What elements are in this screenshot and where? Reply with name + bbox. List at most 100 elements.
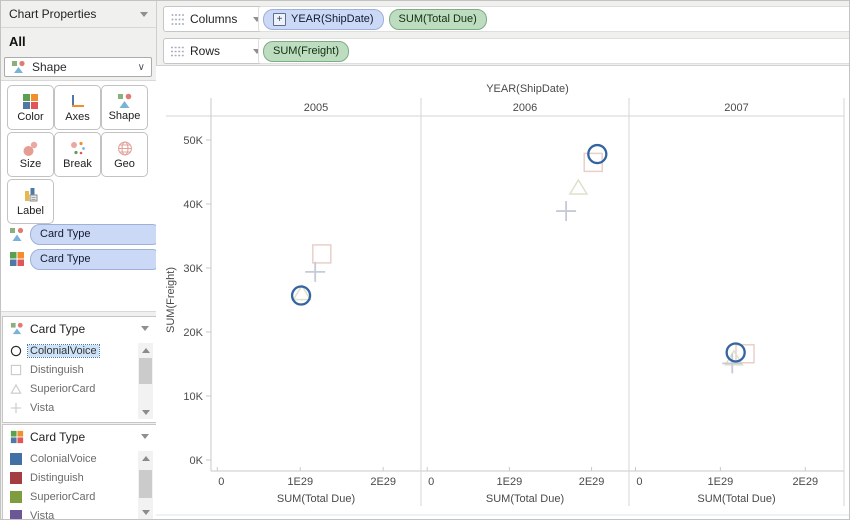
- label-button[interactable]: Label: [7, 179, 54, 224]
- legend-item-distinguish[interactable]: Distinguish: [3, 468, 136, 487]
- scatter-chart[interactable]: YEAR(ShipDate) 2005 2006 2007 0K 10K 20K 30K 40K…: [156, 66, 850, 520]
- vista-mark[interactable]: [556, 201, 577, 222]
- year-shipdate-pill[interactable]: + YEAR(ShipDate): [263, 8, 384, 30]
- chart-text: 2E29: [792, 476, 818, 488]
- scrollbar-thumb[interactable]: [139, 358, 152, 384]
- geo-button[interactable]: Geo: [101, 132, 148, 177]
- columns-icon: [171, 13, 184, 25]
- triangle-shape-icon: [10, 383, 22, 394]
- legend-item-distinguish[interactable]: Distinguish: [3, 360, 136, 379]
- color-swatch: [10, 509, 22, 519]
- triangle-down-icon: [141, 409, 150, 415]
- scroll-down-button[interactable]: [138, 405, 153, 419]
- chart-canvas[interactable]: YEAR(ShipDate) 2005 2006 2007 0K 10K 20K 30K 40K…: [156, 66, 850, 520]
- sum-total-due-pill[interactable]: SUM(Total Due): [388, 8, 487, 30]
- geo-icon: [117, 141, 132, 155]
- color-icon: [10, 430, 24, 443]
- scrollbar-thumb[interactable]: [139, 470, 152, 498]
- color-field-pill[interactable]: Card Type: [30, 248, 162, 270]
- rows-shelf-tray[interactable]: SUM(Freight): [258, 38, 849, 64]
- colonialvoice-mark[interactable]: [725, 342, 746, 363]
- shape-legend-title: Card Type: [30, 321, 86, 336]
- color-encoding-row: Card Type: [1, 248, 164, 270]
- axes-button[interactable]: Axes: [54, 85, 101, 130]
- triangle-up-icon: [141, 455, 150, 461]
- shape-field-pill[interactable]: Card Type: [30, 223, 162, 245]
- chart-text: 0K: [190, 455, 204, 467]
- chart-text: 2007: [724, 102, 748, 114]
- break-button[interactable]: Break: [54, 132, 101, 177]
- rows-shelf-label[interactable]: Rows: [163, 38, 269, 64]
- label-icon: [25, 187, 38, 201]
- triangle-down-icon: [141, 509, 150, 515]
- tool-button-panel: Color Axes Shape: [1, 80, 162, 312]
- mark-type-dropdown[interactable]: Shape ∨: [4, 57, 152, 77]
- shape-legend-scrollbar[interactable]: [138, 343, 153, 419]
- superiorcard-mark[interactable]: [568, 178, 589, 195]
- square-shape-icon: [10, 364, 22, 375]
- chart-text: 1E29: [497, 476, 523, 488]
- shape-legend-header: Card Type: [3, 317, 156, 340]
- chevron-down-icon[interactable]: [141, 326, 149, 331]
- size-button[interactable]: Size: [7, 132, 54, 177]
- geo-button-label: Geo: [114, 157, 135, 170]
- legend-item-label: Distinguish: [30, 363, 84, 376]
- color-swatch: [10, 490, 22, 503]
- colonialvoice-mark[interactable]: [290, 285, 312, 306]
- chevron-down-icon[interactable]: [141, 434, 149, 439]
- superiorcard-mark[interactable]: [292, 284, 312, 301]
- chart-properties-header: Chart Properties: [1, 1, 156, 28]
- distinguish-mark[interactable]: [312, 244, 332, 264]
- legend-item-label: Distinguish: [30, 471, 84, 484]
- plus-shape-icon: [10, 402, 22, 413]
- color-swatch: [10, 471, 22, 484]
- chevron-down-icon[interactable]: [253, 48, 261, 54]
- scroll-up-button[interactable]: [138, 343, 153, 357]
- vista-mark[interactable]: [305, 261, 326, 282]
- rows-label: Rows: [190, 44, 221, 58]
- colonialvoice-mark[interactable]: [587, 143, 608, 165]
- legend-item-colonialvoice[interactable]: ColonialVoice: [3, 449, 136, 468]
- chart-text: SUM(Total Due): [277, 493, 355, 505]
- expand-icon[interactable]: +: [273, 12, 286, 26]
- shape-legend-items: ColonialVoice Distinguish SuperiorCard V…: [3, 341, 136, 417]
- chevron-down-icon: ∨: [137, 61, 145, 73]
- columns-shelf-tray[interactable]: + YEAR(ShipDate) SUM(Total Due): [258, 6, 849, 32]
- chart-text: 20K: [183, 327, 203, 339]
- chevron-down-icon[interactable]: [253, 16, 261, 22]
- mark-type-value: Shape: [32, 60, 67, 74]
- chart-text: 1E29: [708, 476, 734, 488]
- shape-legend-card: Card Type ColonialVoice Distinguish: [2, 316, 157, 423]
- shape-icon: [10, 322, 23, 335]
- sheet-scope-label: All: [1, 28, 156, 54]
- chevron-down-icon[interactable]: [140, 11, 148, 17]
- color-swatch: [10, 452, 22, 465]
- chart-text: SUM(Total Due): [697, 493, 775, 505]
- vista-mark[interactable]: [722, 353, 743, 374]
- triangle-up-icon: [141, 347, 150, 353]
- color-icon: [10, 252, 24, 266]
- columns-shelf-label[interactable]: Columns: [163, 6, 269, 32]
- axes-icon: [72, 94, 84, 107]
- legend-item-vista[interactable]: Vista: [3, 506, 136, 519]
- chart-text: 0: [636, 476, 642, 488]
- chart-text: 2006: [513, 102, 537, 114]
- color-button-label: Color: [17, 110, 44, 123]
- shape-button-label: Shape: [108, 110, 141, 122]
- legend-item-superiorcard[interactable]: SuperiorCard: [3, 379, 136, 398]
- legend-item-colonialvoice[interactable]: ColonialVoice: [3, 341, 136, 360]
- color-legend-scrollbar[interactable]: [138, 451, 153, 519]
- chart-text: 30K: [183, 263, 203, 275]
- scroll-up-button[interactable]: [138, 451, 153, 465]
- legend-item-vista[interactable]: Vista: [3, 398, 136, 417]
- shape-button[interactable]: Shape: [101, 85, 148, 130]
- shape-icon: [12, 60, 25, 73]
- columns-label: Columns: [190, 12, 238, 26]
- color-button[interactable]: Color: [7, 85, 54, 130]
- chart-properties-title: Chart Properties: [9, 7, 97, 21]
- sum-freight-pill[interactable]: SUM(Freight): [263, 40, 350, 62]
- legend-item-superiorcard[interactable]: SuperiorCard: [3, 487, 136, 506]
- scroll-down-button[interactable]: [138, 505, 153, 519]
- pill-label: SUM(Freight): [273, 45, 340, 57]
- break-button-label: Break: [63, 157, 92, 170]
